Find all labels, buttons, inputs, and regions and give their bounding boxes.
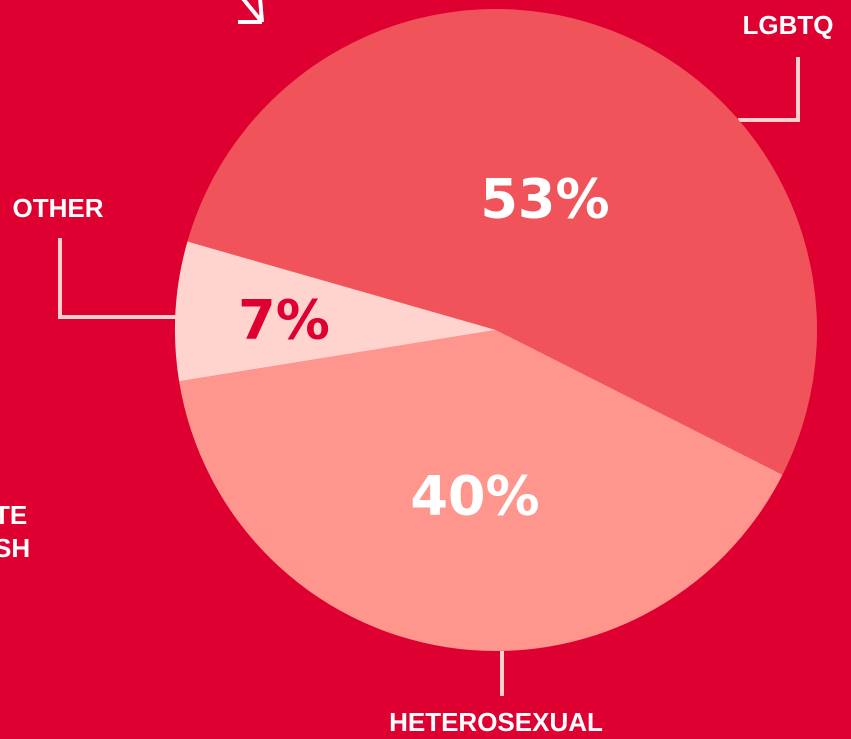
leader-line bbox=[738, 57, 800, 122]
annotation: SH bbox=[0, 533, 30, 563]
data-label: 53% bbox=[480, 168, 609, 231]
annotation: TE bbox=[0, 500, 27, 530]
category-label: OTHER bbox=[13, 193, 104, 223]
category-label: LGBTQ bbox=[743, 10, 834, 40]
pie-slice bbox=[179, 330, 783, 651]
pie-slice bbox=[187, 8, 818, 475]
arrow bbox=[238, 0, 264, 24]
data-label: 7% bbox=[238, 289, 330, 352]
category-label: HETEROSEXUAL bbox=[389, 707, 603, 737]
leader-line bbox=[58, 238, 176, 319]
pie-slice bbox=[175, 241, 496, 382]
data-label: 40% bbox=[410, 465, 539, 528]
